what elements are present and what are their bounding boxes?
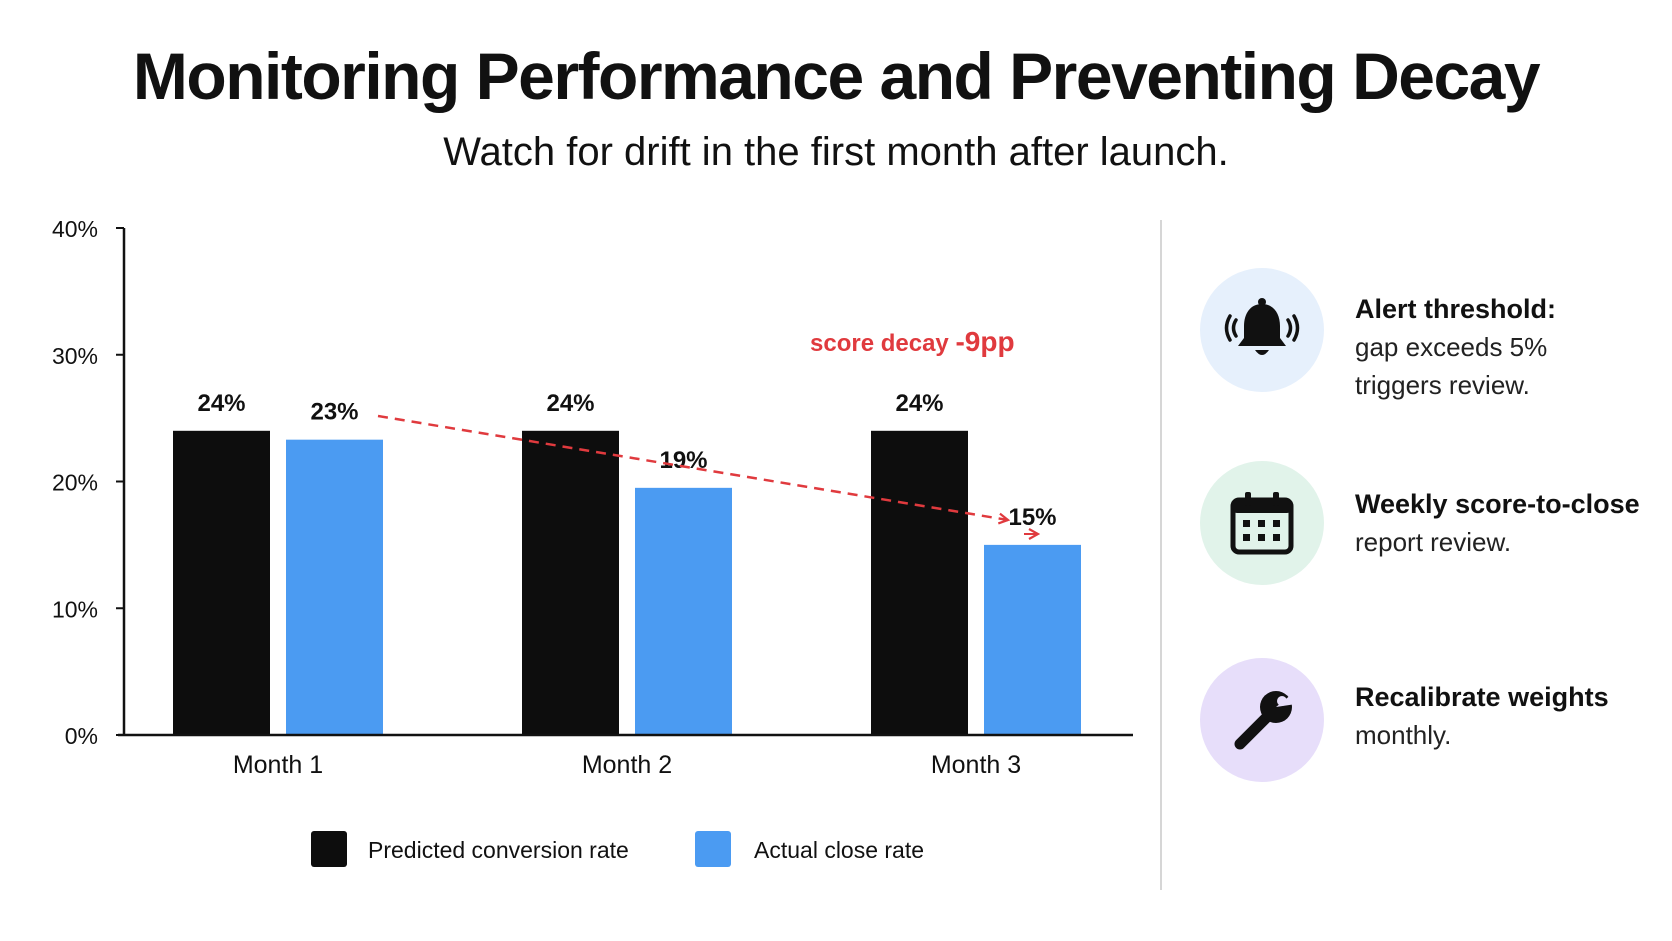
decay-annotation-prefix: score decay — [810, 330, 955, 357]
decay-annotation: score decay -9pp — [810, 326, 1015, 357]
x-category-label: Month 1 — [233, 751, 323, 779]
tip-weekly-review: Weekly score-to-close report review. — [1200, 461, 1660, 591]
y-tick-label: 40% — [52, 216, 98, 242]
bar-predicted — [522, 430, 619, 735]
data-label-predicted: 24% — [895, 390, 943, 417]
tip-recalibrate-heading: Recalibrate weights — [1355, 682, 1609, 712]
bar-actual — [984, 544, 1081, 735]
calendar-icon — [1230, 492, 1294, 555]
tip-weekly-heading: Weekly score-to-close — [1355, 489, 1640, 519]
page-subtitle: Watch for drift in the first month after… — [443, 130, 1229, 174]
legend-label-predicted: Predicted conversion rate — [368, 837, 629, 863]
y-tick-label: 10% — [52, 596, 98, 622]
x-category-label: Month 2 — [582, 751, 672, 779]
bar-actual — [286, 439, 383, 735]
y-tick-label: 30% — [52, 343, 98, 369]
x-category-label: Month 3 — [931, 751, 1021, 779]
tip-recalibrate-body-line-1: monthly. — [1355, 720, 1452, 750]
legend-label-actual: Actual close rate — [754, 837, 924, 863]
bar-chart: 0%10%20%30%40% 24% 23%Month 124%19%Month … — [52, 216, 1133, 867]
bar-predicted — [871, 430, 968, 735]
y-tick-label: 0% — [65, 723, 98, 749]
page-title: Monitoring Performance and Preventing De… — [132, 39, 1541, 113]
bar-predicted — [173, 430, 270, 735]
decay-trend-arrow — [377, 414, 1008, 520]
legend-swatch-actual — [695, 831, 731, 867]
bar-actual — [635, 487, 732, 735]
chart-legend: Predicted conversion rate Actual close r… — [311, 831, 924, 867]
data-label-predicted: 24% — [197, 390, 245, 417]
legend-swatch-predicted — [311, 831, 347, 867]
data-label-actual: 15% — [1008, 504, 1056, 531]
bell-icon — [1224, 298, 1300, 355]
tip-alert-threshold: Alert threshold: gap exceeds 5% triggers… — [1200, 268, 1660, 400]
decay-annotation-value: -9pp — [955, 326, 1014, 357]
tip-weekly-body-line-1: report review. — [1355, 527, 1512, 557]
calendar-icon-circle — [1200, 461, 1324, 585]
data-label-actual: 23% — [310, 399, 358, 426]
tip-alert-heading: Alert threshold: — [1355, 294, 1557, 324]
panel-divider — [1160, 220, 1162, 890]
tip-recalibrate: Recalibrate weights monthly. — [1200, 658, 1660, 788]
tip-alert-body-line-2: triggers review. — [1355, 370, 1530, 400]
wrench-icon-circle — [1200, 658, 1324, 782]
wrench-icon — [1234, 691, 1296, 750]
bell-icon-circle — [1200, 268, 1324, 392]
y-tick-label: 20% — [52, 470, 98, 496]
tip-alert-body-line-1: gap exceeds 5% — [1355, 332, 1548, 362]
data-label-predicted: 24% — [546, 390, 594, 417]
